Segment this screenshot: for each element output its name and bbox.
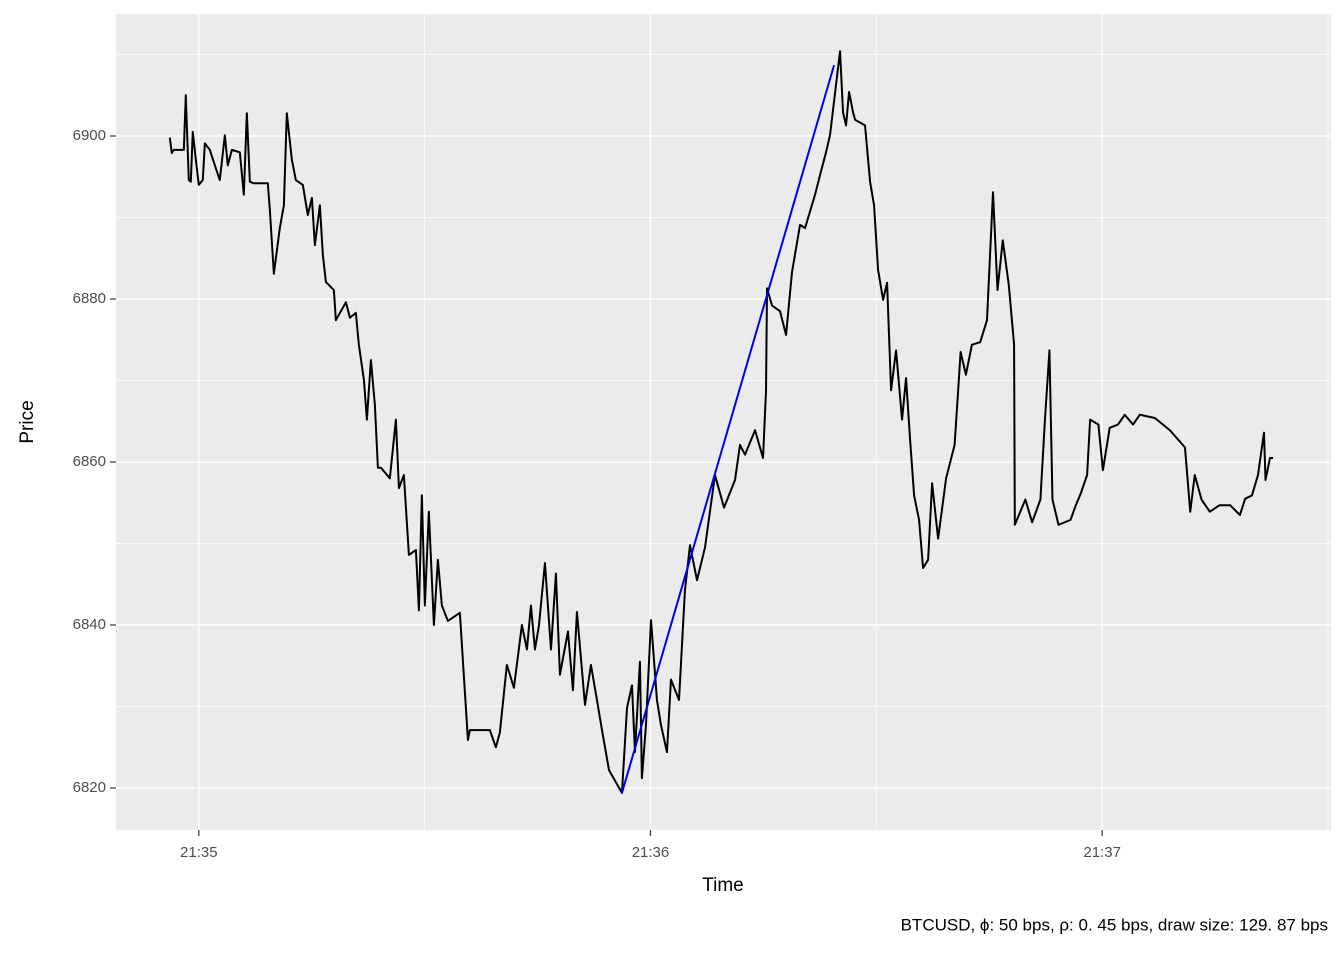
y-tick-label: 6840 xyxy=(73,616,106,633)
y-tick-label: 6880 xyxy=(73,290,106,307)
y-tick-label: 6860 xyxy=(73,453,106,470)
panel xyxy=(116,14,1331,830)
y-tick-label: 6820 xyxy=(73,779,106,796)
x-axis-title: Time xyxy=(702,875,744,896)
x-tick-label: 21:36 xyxy=(632,844,670,861)
price-line xyxy=(168,50,1274,794)
y-axis-title: Price xyxy=(17,400,38,443)
price-line xyxy=(620,64,836,794)
y-tick-label: 6900 xyxy=(73,127,106,144)
caption: BTCUSD, ϕ: 50 bps, ρ: 0. 45 bps, draw si… xyxy=(901,915,1328,934)
x-tick-label: 21:35 xyxy=(180,844,218,861)
x-tick-label: 21:37 xyxy=(1083,844,1121,861)
